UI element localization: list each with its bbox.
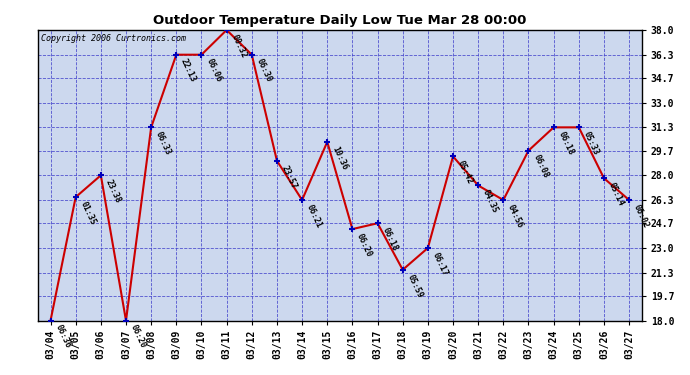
- Text: 23:57: 23:57: [279, 164, 299, 190]
- Text: 23:38: 23:38: [104, 178, 122, 204]
- Text: 05:59: 05:59: [406, 273, 424, 299]
- Text: 22:13: 22:13: [179, 57, 198, 84]
- Text: 05:42: 05:42: [456, 159, 475, 186]
- Text: Copyright 2006 Curtronics.com: Copyright 2006 Curtronics.com: [41, 34, 186, 44]
- Text: 06:06: 06:06: [204, 57, 223, 84]
- Text: 06:08: 06:08: [531, 153, 550, 180]
- Text: 05:33: 05:33: [582, 130, 600, 157]
- Text: 06:20: 06:20: [129, 323, 148, 350]
- Text: 06:17: 06:17: [431, 251, 449, 277]
- Text: 10:36: 10:36: [330, 145, 348, 171]
- Text: 06:30: 06:30: [255, 57, 273, 84]
- Text: 06:33: 06:33: [154, 130, 172, 157]
- Title: Outdoor Temperature Daily Low Tue Mar 28 00:00: Outdoor Temperature Daily Low Tue Mar 28…: [153, 15, 526, 27]
- Text: 06:18: 06:18: [380, 226, 399, 252]
- Text: 06:36: 06:36: [53, 323, 72, 350]
- Text: 04:56: 04:56: [506, 203, 525, 229]
- Text: 04:35: 04:35: [481, 188, 500, 215]
- Text: 06:21: 06:21: [305, 203, 324, 229]
- Text: 06:20: 06:20: [355, 232, 374, 258]
- Text: 05:14: 05:14: [607, 181, 625, 207]
- Text: 00:32: 00:32: [229, 33, 248, 59]
- Text: 01:35: 01:35: [79, 200, 97, 226]
- Text: 06:18: 06:18: [556, 130, 575, 157]
- Text: 06:02: 06:02: [632, 203, 651, 229]
